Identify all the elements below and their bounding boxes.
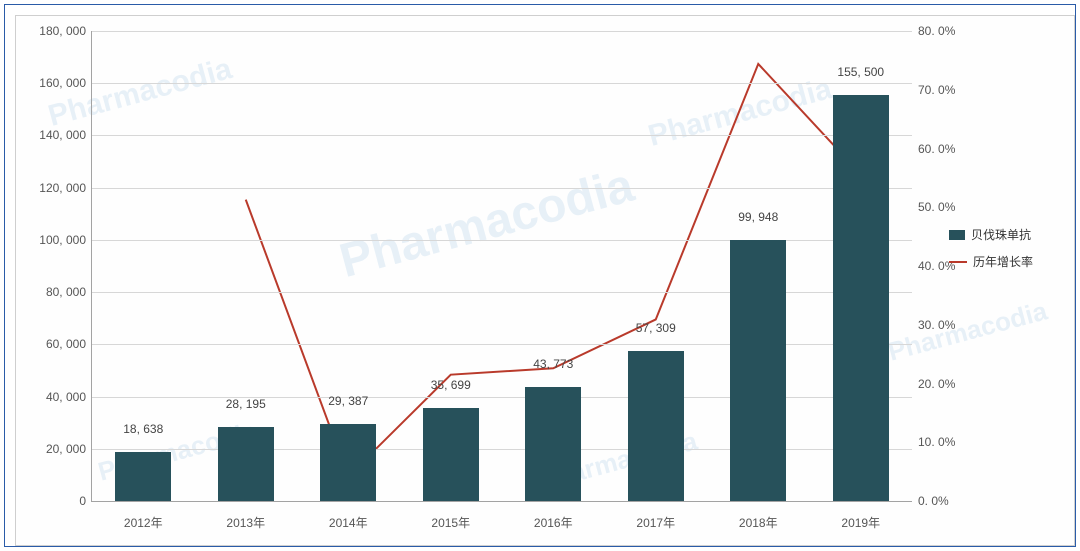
x-tick-label: 2014年 [297,514,400,531]
outer-border: Pharmacodia Pharmacodia Pharmacodia Phar… [4,4,1076,547]
bar [218,427,274,501]
x-tick-label: 2017年 [605,514,708,531]
bar [833,95,889,501]
growth-line [92,31,912,501]
y-right-tick-label: 50. 0% [918,200,963,214]
y-right-tick-label: 70. 0% [918,83,963,97]
bar-value-label: 18, 638 [98,422,188,436]
x-tick-label: 2012年 [92,514,195,531]
line-swatch-icon [949,261,967,263]
y-right-tick-label: 30. 0% [918,318,963,332]
plot-area: 020, 00040, 00060, 00080, 000100, 000120… [91,31,912,502]
grid-line [92,135,912,136]
y-left-tick-label: 60, 000 [26,337,86,351]
bar-value-label: 57, 309 [611,321,701,335]
y-left-tick-label: 20, 000 [26,442,86,456]
grid-line [92,188,912,189]
y-left-tick-label: 80, 000 [26,285,86,299]
chart-frame: Pharmacodia Pharmacodia Pharmacodia Phar… [15,15,1075,546]
x-tick-label: 2016年 [502,514,605,531]
grid-line [92,292,912,293]
grid-line [92,31,912,32]
bar-value-label: 155, 500 [816,65,906,79]
legend: 贝伐珠单抗 历年增长率 [949,226,1059,280]
bar [115,452,171,501]
legend-item-bar: 贝伐珠单抗 [949,226,1059,243]
grid-line [92,83,912,84]
grid-line [92,344,912,345]
y-right-tick-label: 80. 0% [918,24,963,38]
x-tick-label: 2015年 [400,514,503,531]
x-tick-label: 2019年 [810,514,913,531]
y-left-tick-label: 120, 000 [26,181,86,195]
y-left-tick-label: 140, 000 [26,128,86,142]
bar [320,424,376,501]
y-left-tick-label: 0 [26,494,86,508]
bar-value-label: 99, 948 [713,210,803,224]
bar-value-label: 43, 773 [508,357,598,371]
y-left-tick-label: 100, 000 [26,233,86,247]
y-left-tick-label: 40, 000 [26,390,86,404]
legend-item-line: 历年增长率 [949,253,1059,270]
bar-value-label: 28, 195 [201,397,291,411]
bar-value-label: 35, 699 [406,378,496,392]
y-right-tick-label: 20. 0% [918,377,963,391]
grid-line [92,449,912,450]
bar-value-label: 29, 387 [303,394,393,408]
y-right-tick-label: 60. 0% [918,142,963,156]
bar-swatch-icon [949,230,965,240]
x-tick-label: 2013年 [195,514,298,531]
y-right-tick-label: 0. 0% [918,494,963,508]
bar [423,408,479,501]
y-left-tick-label: 180, 000 [26,24,86,38]
bar [628,351,684,501]
legend-line-label: 历年增长率 [973,253,1033,270]
y-right-tick-label: 10. 0% [918,435,963,449]
bar [730,240,786,501]
legend-bar-label: 贝伐珠单抗 [971,226,1031,243]
y-left-tick-label: 160, 000 [26,76,86,90]
x-tick-label: 2018年 [707,514,810,531]
bar [525,387,581,501]
grid-line [92,240,912,241]
